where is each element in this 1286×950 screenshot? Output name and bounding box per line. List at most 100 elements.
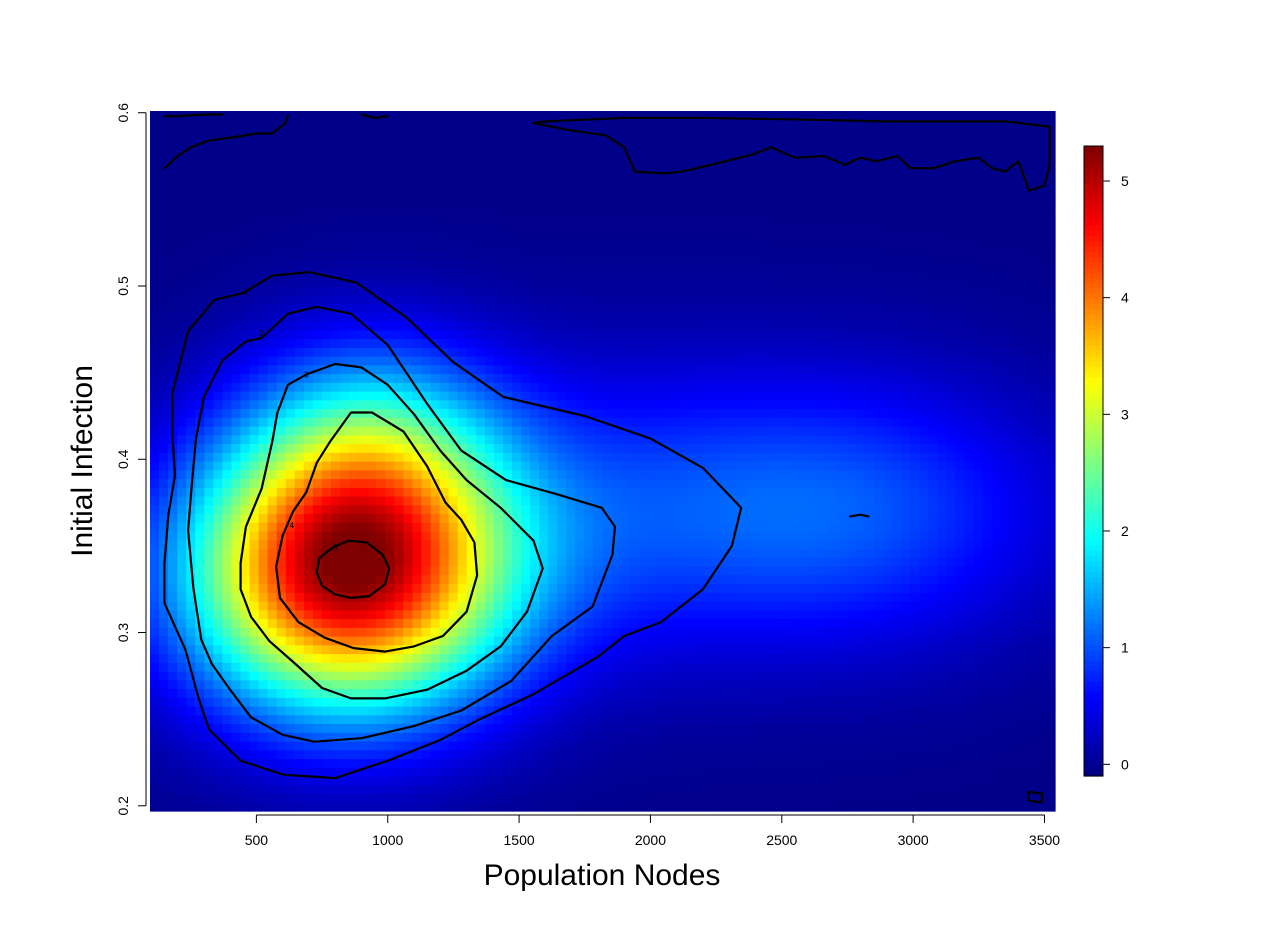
- heatmap-cell: [702, 399, 712, 410]
- heatmap-cell: [475, 443, 486, 453]
- heatmap-cell: [575, 119, 585, 130]
- heatmap-cell: [403, 207, 414, 217]
- heatmap-cell: [394, 347, 404, 357]
- heatmap-cell: [249, 688, 260, 698]
- heatmap-cell: [340, 531, 350, 541]
- heatmap-cell: [240, 434, 251, 445]
- heatmap-cell: [394, 749, 404, 760]
- heatmap-cell: [475, 627, 486, 637]
- heatmap-cell: [421, 452, 432, 462]
- heatmap-cell: [358, 531, 368, 541]
- heatmap-cell: [557, 644, 567, 655]
- heatmap-cell: [584, 618, 595, 628]
- heatmap-cell: [331, 224, 341, 235]
- heatmap-cell: [222, 592, 233, 602]
- heatmap-cell: [312, 347, 323, 357]
- heatmap-cell: [285, 233, 296, 243]
- heatmap-cell: [294, 251, 305, 261]
- heatmap-cell: [312, 251, 323, 261]
- heatmap-cell: [674, 373, 685, 383]
- heatmap-cell: [702, 706, 712, 716]
- heatmap-cell: [702, 688, 712, 698]
- heatmap-cell: [249, 592, 260, 602]
- heatmap-cell: [539, 618, 549, 628]
- heatmap-cell: [629, 408, 640, 418]
- heatmap-cell: [186, 469, 196, 480]
- heatmap-cell: [403, 111, 414, 121]
- heatmap-cell: [665, 513, 676, 523]
- heatmap-cell: [638, 767, 649, 777]
- heatmap-cell: [222, 137, 233, 147]
- heatmap-cell: [177, 259, 187, 270]
- heatmap-cell: [258, 802, 269, 812]
- heatmap-cell: [539, 496, 549, 506]
- heatmap-cell: [240, 644, 251, 655]
- heatmap-cell: [385, 522, 395, 532]
- heatmap-cell: [647, 469, 658, 480]
- heatmap-cell: [177, 513, 187, 523]
- heatmap-cell: [258, 268, 269, 278]
- heatmap-cell: [321, 128, 332, 138]
- heatmap-cell: [530, 741, 540, 751]
- heatmap-cell: [349, 583, 359, 593]
- heatmap-cell: [548, 469, 558, 480]
- heatmap-cell: [303, 531, 314, 541]
- heatmap-cell: [168, 776, 178, 786]
- heatmap-cell: [177, 504, 187, 515]
- heatmap-cell: [430, 294, 441, 305]
- heatmap-cell: [168, 128, 178, 138]
- heatmap-cell: [349, 679, 359, 690]
- heatmap-cell: [195, 749, 205, 760]
- heatmap-cell: [566, 539, 576, 550]
- heatmap-cell: [303, 758, 314, 768]
- heatmap-cell: [177, 723, 187, 733]
- heatmap-cell: [394, 627, 404, 637]
- heatmap-cell: [647, 312, 658, 322]
- heatmap-cell: [312, 128, 323, 138]
- heatmap-cell: [702, 443, 712, 453]
- heatmap-cell: [557, 714, 567, 725]
- heatmap-cell: [303, 417, 314, 427]
- heatmap-cell: [620, 644, 631, 655]
- heatmap-cell: [575, 154, 585, 165]
- heatmap-cell: [340, 784, 350, 795]
- heatmap-cell: [502, 189, 513, 200]
- heatmap-cell: [394, 583, 404, 593]
- heatmap-cell: [159, 644, 169, 655]
- heatmap-cell: [267, 216, 278, 226]
- heatmap-cell: [385, 714, 395, 725]
- heatmap-cell: [376, 426, 386, 436]
- heatmap-cell: [276, 128, 287, 138]
- heatmap-cell: [448, 181, 459, 191]
- heatmap-cell: [240, 356, 251, 366]
- heatmap-cell: [512, 329, 522, 340]
- heatmap-cell: [249, 758, 260, 768]
- heatmap-cell: [331, 286, 341, 296]
- heatmap-cell: [656, 539, 667, 550]
- heatmap-cell: [448, 662, 459, 672]
- heatmap-cell: [240, 478, 251, 488]
- heatmap-cell: [539, 268, 549, 278]
- heatmap-cell: [258, 329, 269, 340]
- heatmap-cell: [647, 723, 658, 733]
- heatmap-cell: [693, 793, 703, 803]
- heatmap-cell: [575, 793, 585, 803]
- heatmap-cell: [638, 653, 649, 663]
- heatmap-cell: [457, 294, 468, 305]
- heatmap-cell: [711, 627, 721, 637]
- heatmap-cell: [665, 189, 676, 200]
- heatmap-cell: [693, 802, 703, 812]
- heatmap-cell: [557, 539, 567, 550]
- heatmap-cell: [168, 767, 178, 777]
- heatmap-cell: [267, 181, 278, 191]
- heatmap-cell: [484, 434, 495, 445]
- heatmap-cell: [629, 478, 640, 488]
- heatmap-cell: [575, 749, 585, 760]
- heatmap-cell: [303, 443, 314, 453]
- heatmap-cell: [448, 286, 459, 296]
- heatmap-cell: [168, 198, 178, 208]
- heatmap-cell: [340, 163, 350, 173]
- heatmap-cell: [376, 417, 386, 427]
- heatmap-cell: [403, 679, 414, 690]
- heatmap-cell: [575, 741, 585, 751]
